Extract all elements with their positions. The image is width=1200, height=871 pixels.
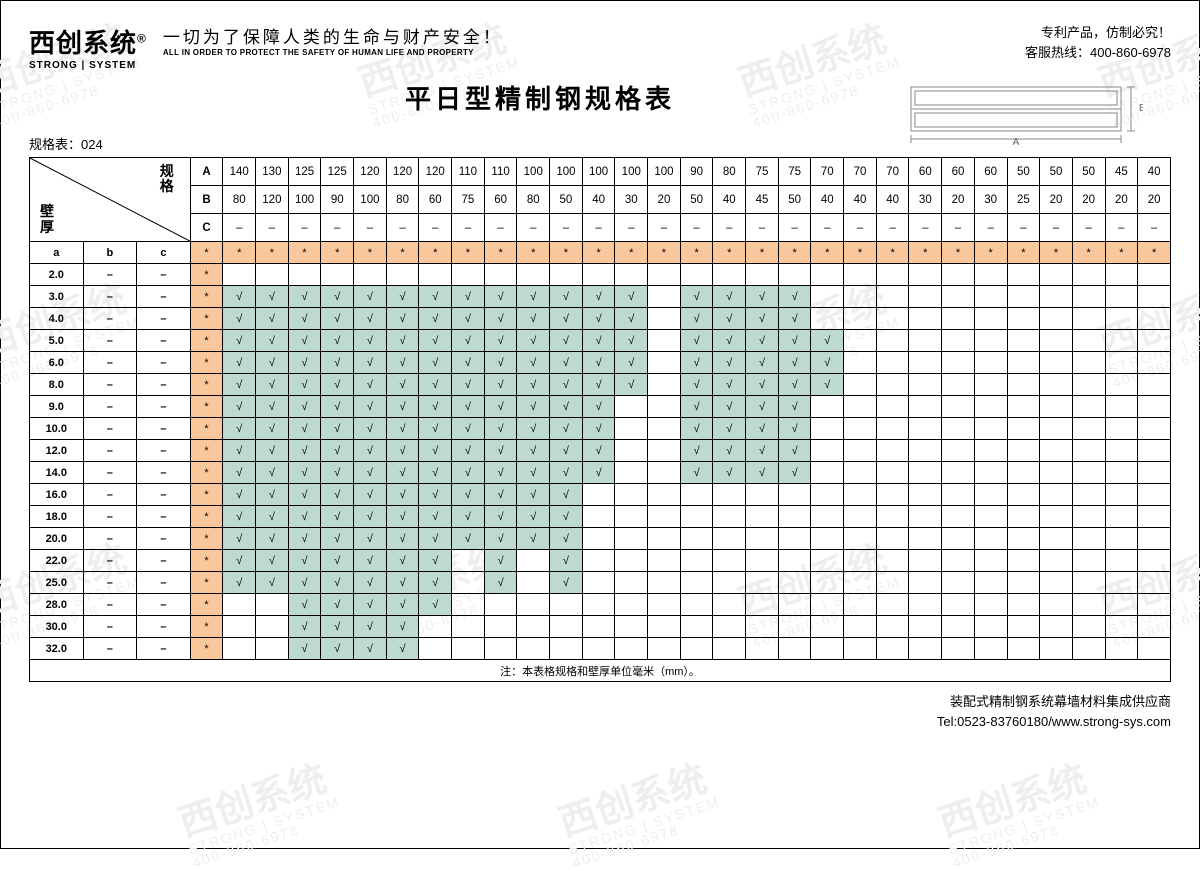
brand-logo-en: STRONG | SYSTEM (29, 60, 147, 71)
page-footer: 装配式精制钢系统幕墙材料集成供应商 Tel:0523-83760180/www.… (29, 692, 1171, 731)
brand-logo: 西创系统® (29, 23, 147, 60)
slogan-en: ALL IN ORDER TO PROTECT THE SAFETY OF HU… (163, 48, 503, 57)
svg-text:A: A (1013, 137, 1020, 147)
page-header: 西创系统® STRONG | SYSTEM 一切为了保障人类的生命与财产安全！ … (29, 23, 1171, 71)
slogan-cn: 一切为了保障人类的生命与财产安全！ (163, 23, 503, 48)
header-contact: 专利产品，仿制必究！ 客服热线：400-860-6978 (1025, 23, 1171, 62)
page-title: 平日型精制钢规格表 (405, 79, 675, 116)
spec-table: 规格 壁厚 A140130125125120120120110110100100… (29, 157, 1171, 682)
